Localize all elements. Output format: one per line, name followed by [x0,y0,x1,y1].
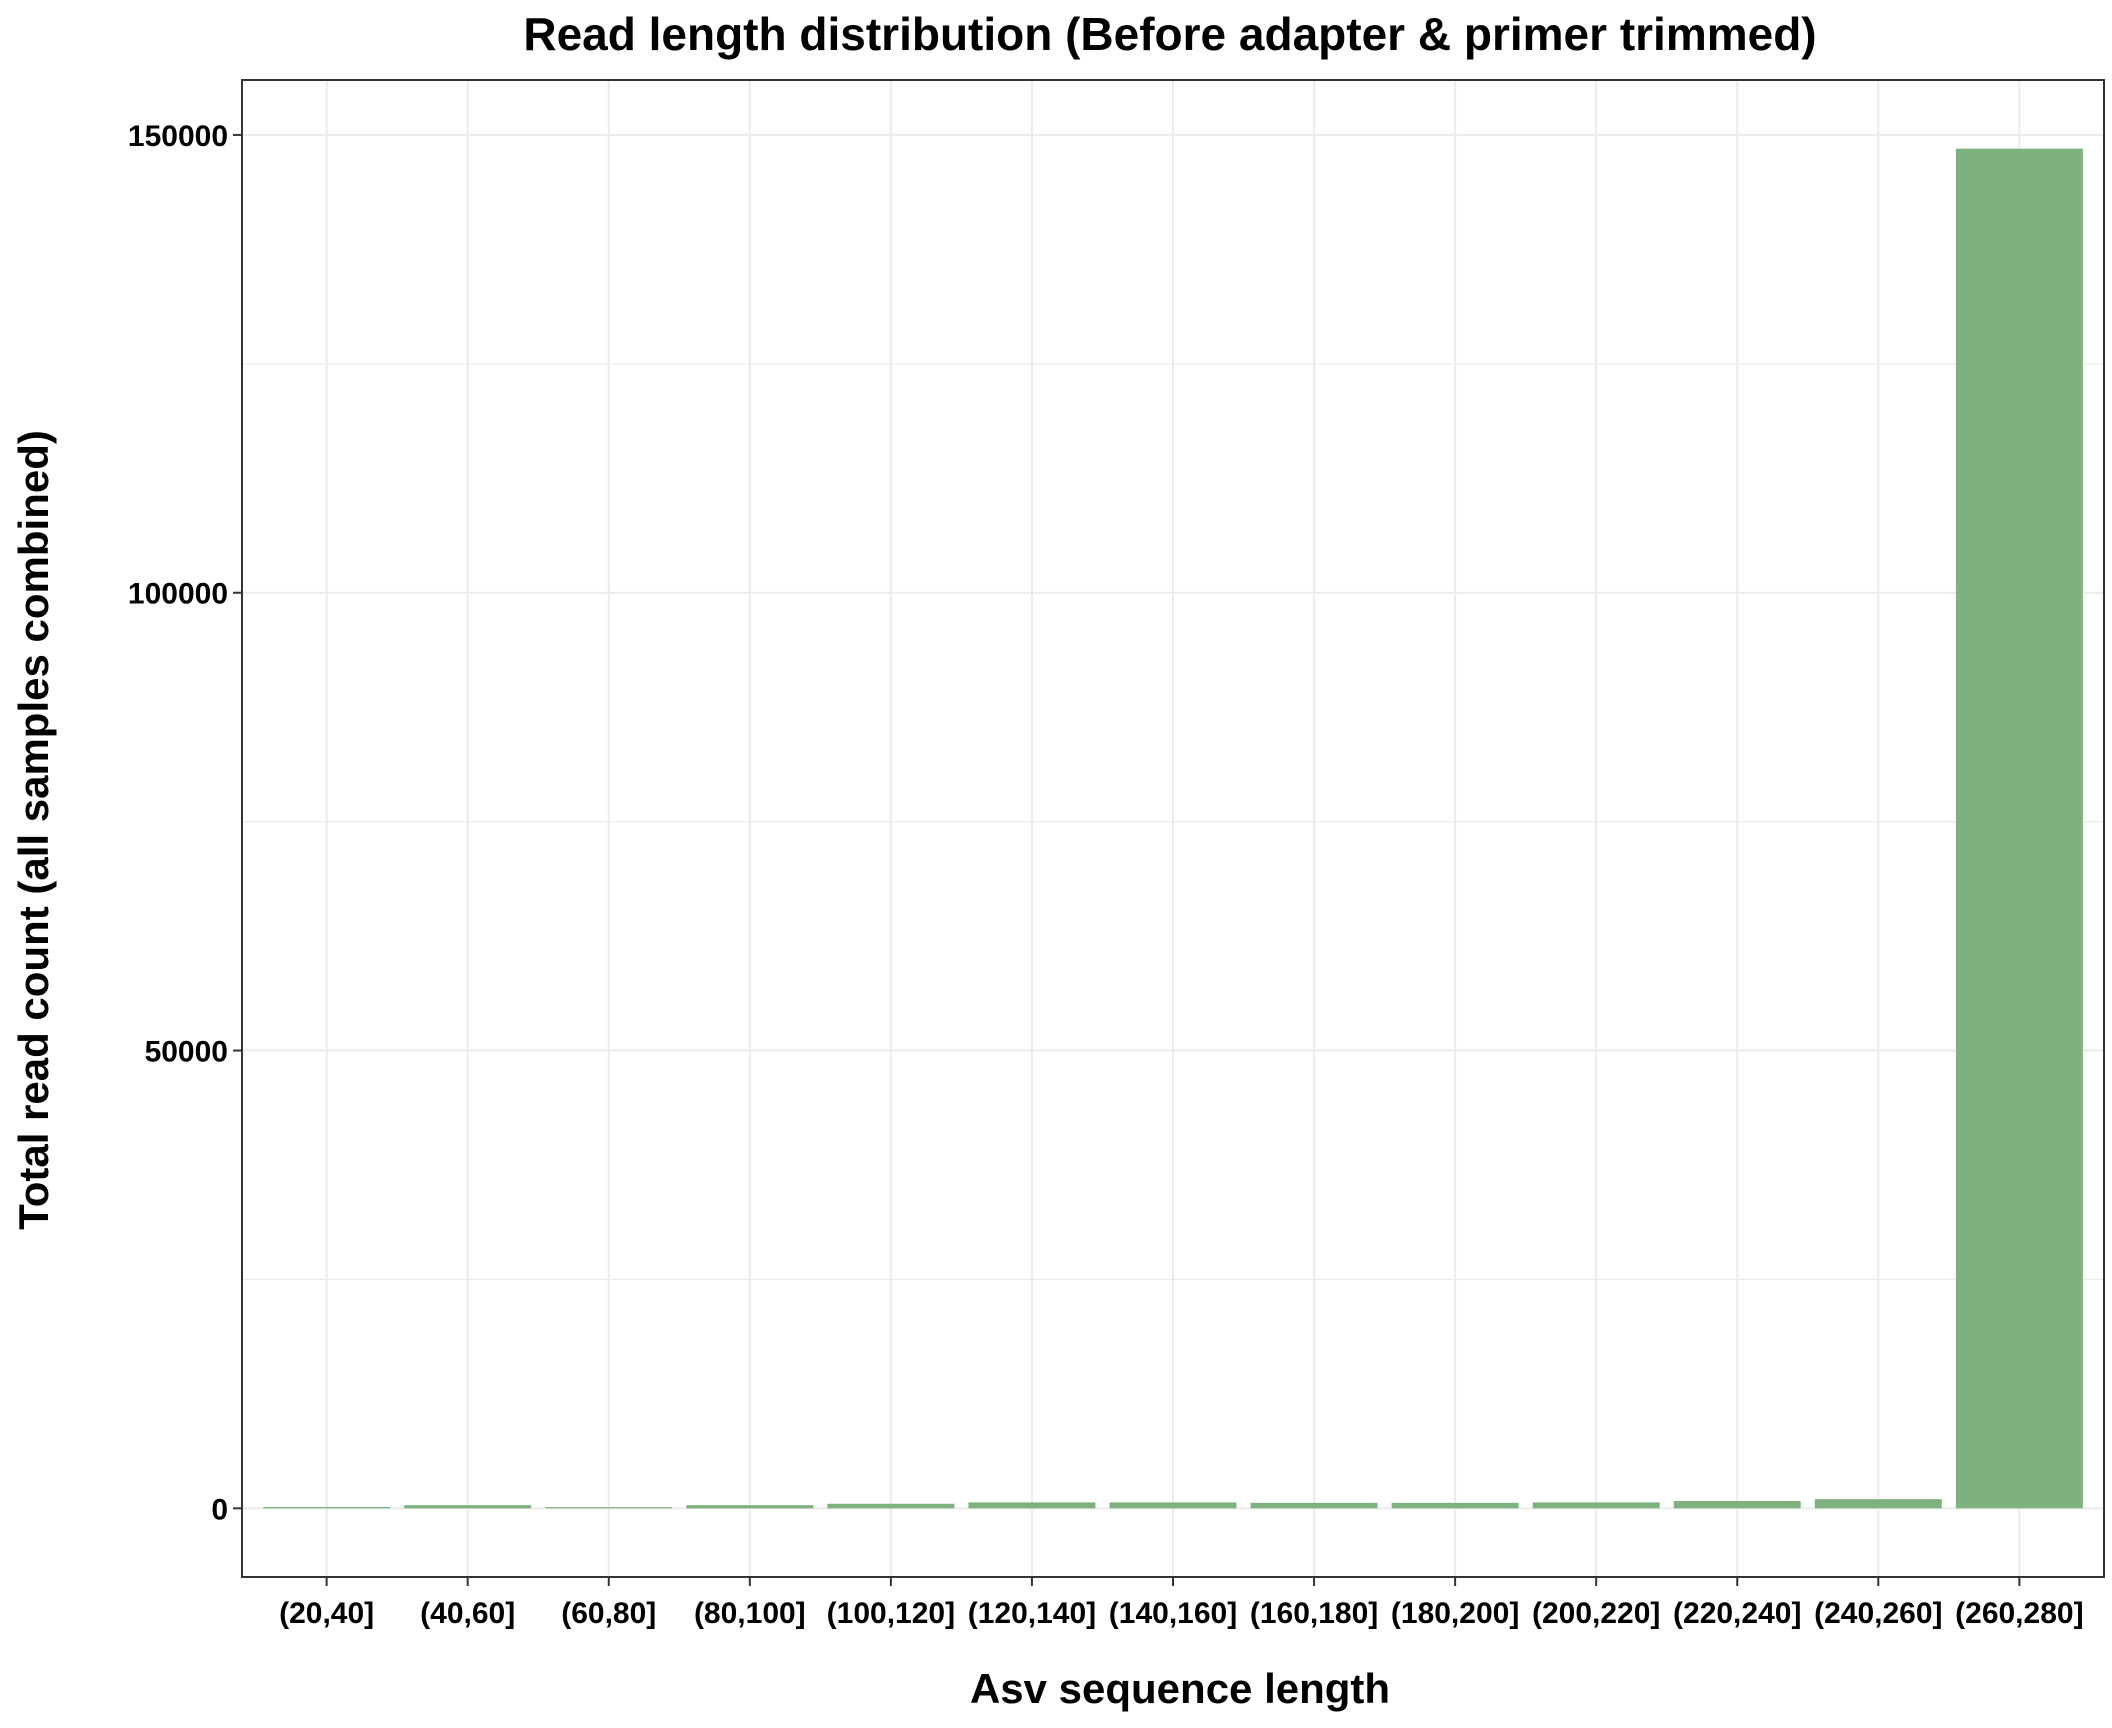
grid-lines [242,80,2104,1577]
y-tick-label: 0 [211,1493,228,1526]
bar-(40,60] [404,1505,532,1509]
x-tick-label: (20,40] [279,1597,374,1630]
x-tick-label: (260,280] [1955,1597,2083,1630]
bar-(200,220] [1532,1502,1660,1509]
x-axis-title: Asv sequence length [970,1665,1390,1712]
bar-(240,260] [1814,1499,1942,1509]
x-tick-label: (120,140] [968,1597,1096,1630]
bars [263,148,2083,1509]
bar-(160,180] [1250,1502,1378,1509]
bar-(180,200] [1391,1502,1519,1509]
bar-(140,160] [1109,1502,1237,1509]
x-tick-label: (80,100] [694,1597,806,1630]
y-tick-label: 100000 [128,578,228,611]
y-tick-label: 150000 [128,120,228,153]
bar-(100,120] [827,1503,955,1509]
x-tick-label: (220,240] [1673,1597,1801,1630]
chart-title: Read length distribution (Before adapter… [523,8,1816,60]
bar-(260,280] [1955,148,2083,1509]
y-axis-title: Total read count (all samples combined) [10,430,57,1230]
y-axis: 0 50000 100000 150000 [128,120,242,1526]
x-tick-label: (40,60] [420,1597,515,1630]
x-tick-label: (200,220] [1532,1597,1660,1630]
x-axis: (20,40] (40,60] (60,80] (80,100] (100,120] (1… [279,1577,2084,1630]
x-tick-label: (180,200] [1391,1597,1519,1630]
x-tick-label: (240,260] [1814,1597,1942,1630]
bar-(80,100] [686,1505,814,1509]
x-tick-label: (100,120] [827,1597,955,1630]
bar-(20,40] [263,1506,391,1509]
x-tick-label: (60,80] [561,1597,656,1630]
y-tick-label: 50000 [145,1036,228,1069]
x-tick-label: (160,180] [1250,1597,1378,1630]
x-tick-label: (140,160] [1109,1597,1237,1630]
bar-(120,140] [968,1502,1096,1509]
bar-(60,80] [545,1507,673,1509]
bar-(220,240] [1673,1501,1801,1509]
